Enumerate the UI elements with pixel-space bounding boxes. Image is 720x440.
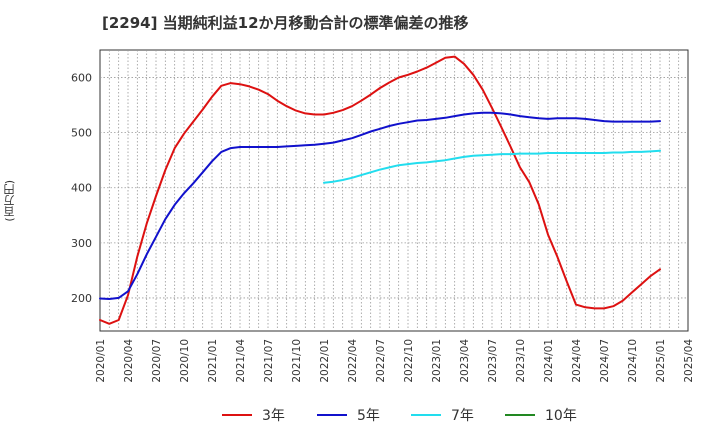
y-tick-labels: 200 300 400 500 600 (71, 72, 92, 305)
grid-lines (100, 50, 688, 331)
series-line-5年 (99, 111, 661, 300)
x-tick-label: 2023/01 (431, 339, 443, 383)
legend-label: 5年 (357, 408, 380, 424)
legend-label: 3年 (262, 408, 285, 424)
y-tick-label: 300 (71, 237, 92, 250)
series-lines (99, 55, 661, 325)
x-tick-label: 2020/04 (123, 339, 135, 383)
x-tick-label: 2022/07 (375, 339, 387, 383)
plot-area (99, 49, 689, 332)
y-tick-label: 600 (71, 72, 92, 85)
x-tick-label: 2022/04 (347, 339, 359, 383)
x-tick-label: 2021/10 (291, 339, 303, 383)
x-tick-label: 2023/10 (515, 339, 527, 383)
series-line-7年 (323, 149, 661, 184)
x-tick-label: 2024/10 (627, 339, 639, 383)
y-tick-label: 400 (71, 182, 92, 195)
x-tick-labels: 2020/01 2020/04 2020/07 2020/10 2021/01 2021/… (95, 339, 695, 383)
legend-item: 7年 (411, 404, 474, 426)
legend-swatch (222, 414, 252, 416)
x-tick-label: 2021/01 (207, 339, 219, 383)
chart-title: [2294] 当期純利益12か月移動合計の標準偏差の推移 (102, 14, 469, 32)
legend-item: 5年 (317, 404, 380, 426)
x-tick-label: 2024/07 (599, 339, 611, 383)
x-tick-label: 2022/01 (319, 339, 331, 383)
x-tick-label: 2024/04 (571, 339, 583, 383)
x-tick-label: 2020/10 (179, 339, 191, 383)
x-tick-label: 2022/10 (403, 339, 415, 383)
legend-item: 3年 (222, 404, 285, 426)
legend-item: 10年 (505, 404, 577, 426)
legend-swatch (505, 414, 535, 416)
x-tick-label: 2023/04 (459, 339, 471, 383)
x-tick-label: 2021/07 (263, 339, 275, 383)
x-tick-label: 2025/01 (655, 339, 667, 383)
y-tick-label: 500 (71, 127, 92, 140)
x-tick-label: 2024/01 (543, 339, 555, 383)
x-tick-label: 2021/04 (235, 339, 247, 383)
x-tick-label: 2020/01 (95, 339, 107, 383)
legend: 3年 5年 7年 10年 (0, 404, 720, 426)
series-line-3年 (99, 55, 661, 325)
legend-label: 10年 (545, 408, 577, 424)
legend-swatch (411, 414, 441, 416)
legend-label: 7年 (451, 408, 474, 424)
x-tick-label: 2025/04 (683, 339, 695, 383)
x-tick-label: 2020/07 (151, 339, 163, 383)
y-tick-label: 200 (71, 292, 92, 305)
legend-swatch (317, 414, 347, 416)
x-tick-label: 2023/07 (487, 339, 499, 383)
